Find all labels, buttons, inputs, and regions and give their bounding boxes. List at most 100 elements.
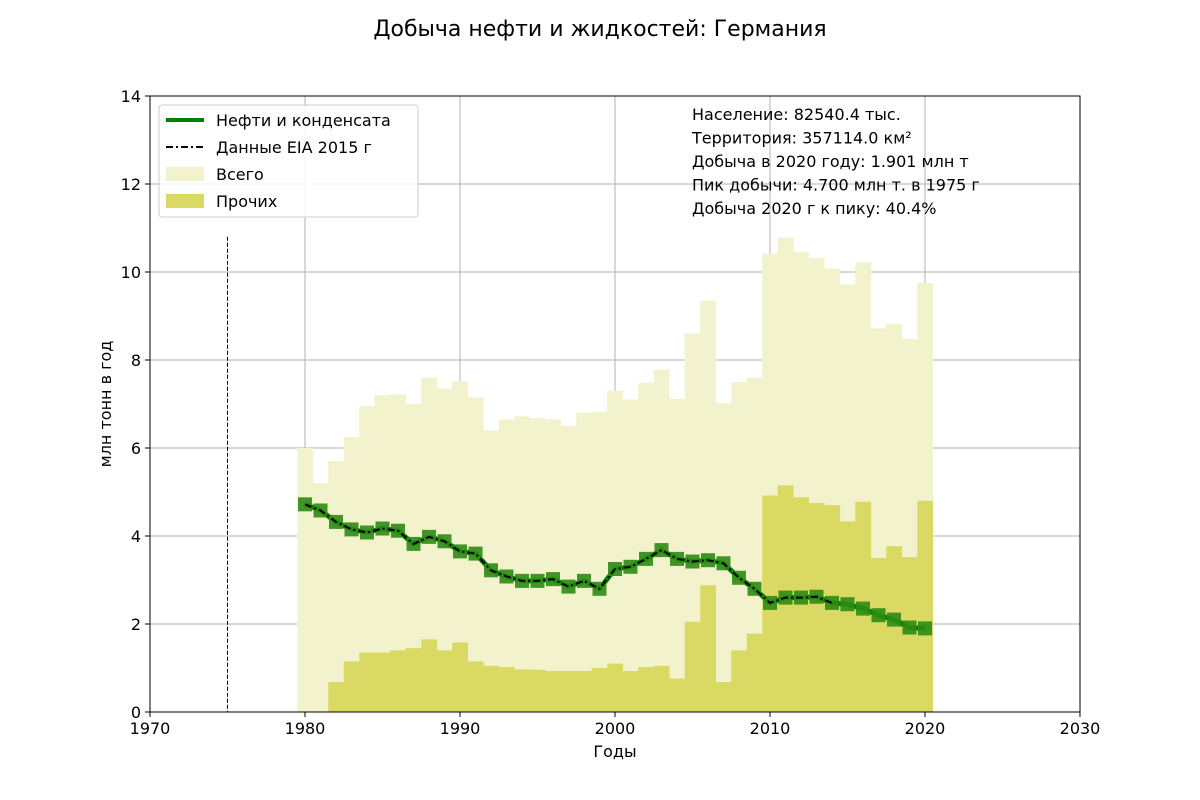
bar-other bbox=[452, 642, 469, 712]
oil-point-marker bbox=[918, 621, 932, 636]
oil-point-marker bbox=[344, 522, 359, 537]
y-tick-label: 12 bbox=[121, 175, 141, 194]
bar-other bbox=[467, 661, 484, 712]
x-tick-label: 2000 bbox=[595, 719, 636, 738]
bar-other bbox=[405, 648, 422, 712]
legend-label: Прочих bbox=[216, 192, 277, 211]
bar-other bbox=[359, 652, 376, 712]
bar-other bbox=[560, 671, 577, 712]
oil-point-marker bbox=[871, 608, 886, 623]
legend: Нефти и конденсата Данные EIA 2015 г Всего… bbox=[158, 104, 419, 218]
oil-point-marker bbox=[375, 521, 390, 536]
bar-total bbox=[591, 411, 608, 712]
legend-patch-swatch bbox=[166, 167, 204, 181]
info-line: Добыча 2020 г к пику: 40.4% bbox=[692, 199, 936, 218]
bar-other bbox=[746, 633, 763, 712]
axis-ticks: 1970 1980 1990 2000 2010 2020 2030 0 2 4 6 8 10 12 14 bbox=[121, 87, 1101, 738]
bar-total bbox=[390, 394, 407, 712]
info-box: Население: 82540.4 тыс. Территория: 35711… bbox=[691, 105, 980, 218]
bar-other bbox=[514, 669, 531, 712]
bar-other bbox=[731, 650, 748, 712]
bar-other bbox=[622, 671, 639, 712]
bar-other bbox=[901, 557, 918, 712]
oil-point-marker bbox=[670, 551, 684, 566]
bar-other bbox=[700, 585, 717, 712]
y-tick-label: 14 bbox=[121, 87, 141, 106]
series-lines bbox=[298, 497, 932, 636]
x-tick-label: 2020 bbox=[905, 719, 946, 738]
oil-point-marker bbox=[360, 525, 374, 540]
legend-label: Всего bbox=[216, 165, 264, 184]
y-axis-label: млн тонн в год bbox=[96, 341, 115, 468]
bar-other bbox=[343, 661, 360, 712]
bar-other bbox=[870, 558, 887, 712]
info-line: Добыча в 2020 году: 1.901 млн т bbox=[692, 152, 969, 171]
bar-other bbox=[374, 652, 391, 712]
oil-point-marker bbox=[887, 612, 901, 627]
bar-total bbox=[731, 382, 748, 712]
legend-patch-swatch bbox=[166, 194, 204, 208]
bar-total bbox=[297, 448, 314, 712]
oil-point-marker bbox=[639, 551, 653, 566]
bar-other bbox=[529, 669, 546, 712]
y-tick-label: 0 bbox=[131, 703, 141, 722]
bar-total bbox=[312, 483, 329, 712]
bar-total bbox=[638, 382, 655, 712]
bar-total bbox=[328, 461, 345, 712]
y-tick-label: 2 bbox=[131, 615, 141, 634]
series-eia-line bbox=[304, 503, 833, 605]
bar-other bbox=[793, 497, 810, 712]
y-tick-label: 4 bbox=[131, 527, 141, 546]
bar-total bbox=[545, 419, 562, 712]
info-line: Население: 82540.4 тыс. bbox=[692, 105, 901, 124]
bar-other bbox=[886, 546, 903, 712]
chart-title: Добыча нефти и жидкостей: Германия bbox=[373, 17, 826, 42]
bar-other bbox=[839, 521, 856, 712]
bar-total bbox=[607, 390, 624, 712]
bar-total bbox=[576, 412, 593, 712]
bar-total bbox=[653, 369, 670, 712]
info-line: Пик добычи: 4.700 млн т. в 1975 г bbox=[692, 176, 980, 195]
bar-total bbox=[343, 437, 360, 712]
oil-point-marker bbox=[561, 579, 576, 594]
bar-other bbox=[808, 503, 825, 712]
x-tick-label: 1970 bbox=[130, 719, 171, 738]
bar-total bbox=[405, 404, 422, 712]
legend-label: Данные EIA 2015 г bbox=[216, 138, 372, 157]
y-tick-label: 10 bbox=[121, 263, 141, 282]
bar-other bbox=[390, 650, 407, 712]
bar-other bbox=[684, 621, 701, 712]
bar-total bbox=[421, 377, 438, 712]
bars-other bbox=[328, 485, 934, 712]
info-line: Территория: 357114.0 км² bbox=[691, 129, 912, 148]
legend-label: Нефти и конденсата bbox=[216, 111, 391, 130]
legend-frame bbox=[158, 104, 419, 218]
bar-total bbox=[359, 406, 376, 712]
oil-point-marker bbox=[825, 595, 839, 610]
y-tick-label: 6 bbox=[131, 439, 141, 458]
oil-point-marker bbox=[840, 597, 855, 612]
bar-other bbox=[715, 682, 732, 712]
x-tick-label: 1990 bbox=[440, 719, 481, 738]
bar-total bbox=[560, 426, 577, 712]
oil-point-marker bbox=[453, 544, 467, 559]
bar-other bbox=[607, 663, 624, 712]
bar-total bbox=[514, 416, 531, 712]
bar-other bbox=[421, 639, 438, 712]
bar-total bbox=[436, 388, 453, 712]
bar-other bbox=[483, 665, 500, 712]
bar-other bbox=[576, 671, 593, 712]
oil-point-marker bbox=[654, 543, 669, 558]
bar-other bbox=[545, 671, 562, 712]
bar-total bbox=[498, 419, 515, 712]
x-tick-label: 1980 bbox=[285, 719, 326, 738]
bar-other bbox=[638, 667, 655, 712]
bar-total bbox=[374, 395, 391, 712]
bar-total bbox=[529, 418, 546, 712]
bar-other bbox=[653, 665, 670, 712]
x-tick-label: 2030 bbox=[1060, 719, 1101, 738]
bar-other bbox=[498, 667, 515, 712]
bar-other bbox=[436, 650, 453, 712]
